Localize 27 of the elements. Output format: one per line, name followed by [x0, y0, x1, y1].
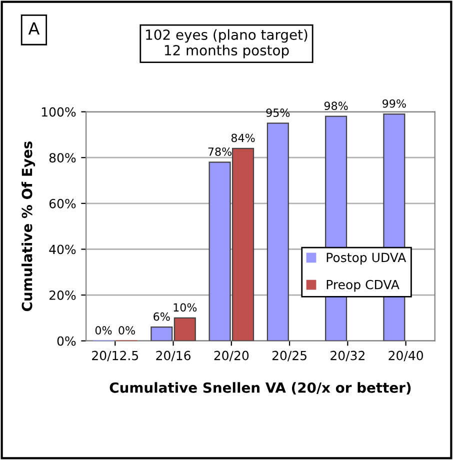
- data-label: 78%: [208, 147, 232, 156]
- x-tick-label: 20/32: [330, 350, 364, 362]
- y-tick-label: 0%: [57, 336, 76, 346]
- x-tick-label: 20/16: [156, 350, 190, 362]
- chart-title: 102 eyes (plano target) 12 months postop: [146, 29, 308, 58]
- data-label: 6%: [154, 312, 170, 321]
- y-axis-title: Cumulative % Of Eyes: [22, 142, 36, 312]
- y-tick-label: 80%: [49, 153, 76, 163]
- data-label: 99%: [382, 99, 406, 108]
- legend-label: Postop UDVA: [326, 252, 406, 265]
- legend-label: Preop CDVA: [326, 280, 400, 292]
- x-axis-title: Cumulative Snellen VA (20/x or better): [110, 382, 411, 395]
- data-label: 95%: [266, 108, 290, 117]
- data-label: 84%: [231, 134, 255, 142]
- data-label: 98%: [324, 102, 348, 110]
- x-tick-label: 20/12.5: [92, 350, 138, 362]
- data-label: 0%: [118, 326, 135, 335]
- y-tick-label: 40%: [49, 244, 76, 254]
- y-tick-label: 20%: [49, 290, 76, 300]
- x-tick-label: 20/40: [388, 350, 423, 362]
- text: A: [28, 22, 40, 34]
- data-label: 0%: [95, 326, 112, 335]
- x-tick-label: 20/25: [272, 350, 306, 362]
- x-tick-label: 20/20: [214, 350, 249, 362]
- y-tick-label: 60%: [49, 198, 76, 208]
- y-tick-label: 100%: [42, 107, 76, 117]
- data-label: 10%: [174, 303, 197, 312]
